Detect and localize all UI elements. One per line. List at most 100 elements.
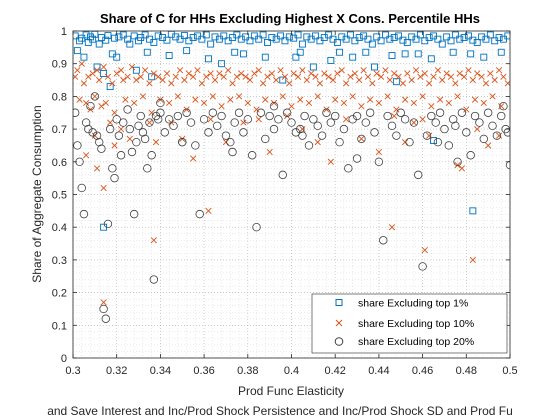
point-top1-square [89, 35, 97, 43]
point-top10-x [82, 99, 90, 107]
point-top10-x [122, 96, 129, 103]
point-top20-circle [136, 111, 145, 121]
point-top20-circle [125, 124, 135, 134]
point-top1-square [425, 34, 433, 41]
point-top20-circle [140, 134, 150, 144]
point-top1-square [119, 31, 127, 39]
point-top20-circle [154, 115, 163, 124]
point-top10-x [192, 96, 199, 103]
point-top1-square [473, 38, 481, 46]
point-top10-x [264, 73, 271, 80]
point-top10-x [391, 70, 398, 77]
point-top20-circle [304, 141, 314, 150]
point-top10-x [93, 165, 101, 172]
point-top20-circle [344, 164, 353, 173]
point-top20-circle [418, 262, 427, 271]
point-top20-circle [243, 115, 252, 124]
point-top10-x [238, 70, 245, 77]
point-top10-x [434, 67, 442, 74]
point-top1-square [298, 40, 306, 48]
point-top10-x [205, 207, 212, 214]
point-top10-x [419, 93, 426, 100]
point-top1-square [141, 31, 149, 39]
point-top1-square [451, 31, 459, 39]
point-top10-x [146, 119, 153, 126]
point-top20-circle [247, 151, 257, 160]
point-top20-circle [204, 128, 213, 137]
point-top20-circle [149, 275, 159, 284]
point-top10-x [290, 70, 297, 77]
point-top20-circle [182, 108, 191, 117]
x-tick-label: 0.4 [284, 365, 299, 377]
point-top20-circle [300, 111, 309, 121]
point-top20-circle [374, 157, 384, 166]
point-top10-x [163, 70, 171, 77]
point-top20-circle [208, 108, 218, 117]
point-top10-x [128, 63, 136, 71]
point-top20-circle [134, 121, 143, 131]
point-top1-square [465, 32, 472, 40]
point-top10-x [102, 99, 109, 107]
point-top1-square [180, 32, 188, 40]
point-top10-x [141, 67, 149, 74]
point-top1-square [355, 34, 363, 41]
x-tick-label: 0.32 [106, 365, 127, 377]
point-top20-circle [110, 173, 119, 183]
point-top10-x [87, 106, 94, 113]
point-top10-x [277, 67, 284, 74]
point-top20-circle [433, 137, 443, 147]
point-top1-square [148, 73, 156, 81]
point-top1-square [100, 70, 108, 77]
point-top1-square [349, 53, 357, 61]
point-top10-x [190, 73, 197, 80]
point-top1-square [480, 53, 488, 61]
point-top10-x [229, 80, 236, 87]
point-top20-circle [116, 151, 126, 160]
point-top10-x [436, 96, 444, 103]
point-top10-x [172, 73, 179, 80]
point-top10-x [487, 70, 494, 77]
point-top1-square [395, 32, 403, 40]
point-top1-square [285, 33, 293, 41]
point-top10-x [107, 119, 114, 126]
point-top1-square [73, 32, 79, 40]
point-top20-circle [479, 134, 488, 144]
point-top10-x [314, 93, 321, 100]
point-top20-circle [287, 118, 296, 127]
point-top20-circle [169, 121, 178, 131]
point-top10-x [369, 80, 376, 87]
point-top10-x [312, 73, 319, 80]
point-top20-circle [138, 128, 148, 137]
point-top10-x [474, 125, 481, 133]
point-top10-x [384, 93, 391, 100]
point-top20-circle [298, 131, 307, 140]
x-tick-label: 0.42 [324, 365, 345, 377]
point-top20-circle [234, 108, 244, 117]
point-top1-square [460, 34, 468, 41]
point-top10-x [157, 96, 164, 103]
point-top10-x [495, 132, 503, 139]
point-top10-x [198, 80, 206, 87]
y-tick-label: 0 [61, 353, 67, 365]
point-top10-x [329, 76, 337, 84]
point-top20-circle [352, 154, 362, 163]
point-top10-x [428, 103, 435, 110]
point-top1-square [303, 33, 311, 41]
point-top1-square [309, 63, 317, 71]
point-top1-square [447, 37, 455, 45]
point-top10-x [408, 76, 415, 84]
point-top10-x [120, 76, 127, 84]
point-top10-x [489, 93, 496, 100]
point-top10-x [100, 63, 107, 71]
y-tick-label: 0.6 [52, 157, 67, 169]
point-top10-x [155, 73, 162, 80]
point-top1-square [449, 48, 457, 56]
point-top10-x [456, 70, 463, 77]
point-top10-x [148, 109, 155, 116]
y-tick-label: 0.2 [52, 288, 67, 300]
point-top10-x [382, 67, 389, 74]
point-top10-x [225, 67, 232, 74]
point-top10-x [233, 73, 240, 80]
point-top10-x [480, 99, 487, 107]
point-top20-circle [448, 115, 458, 124]
